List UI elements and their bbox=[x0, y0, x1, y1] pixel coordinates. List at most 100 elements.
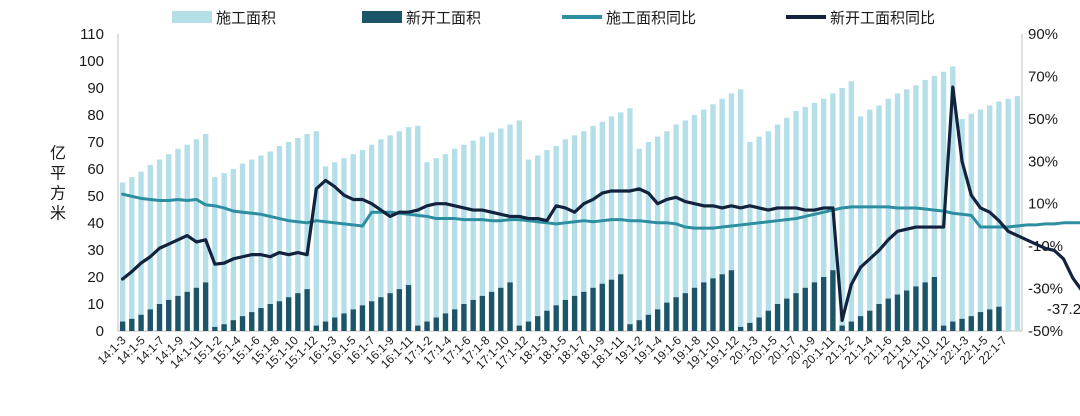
right-tick-label: 30% bbox=[1028, 153, 1058, 170]
new-starts-area-bar bbox=[119, 321, 126, 331]
construction-area-bar bbox=[867, 109, 873, 331]
new-starts-area-bar bbox=[848, 321, 855, 331]
new-starts-area-bar bbox=[562, 299, 569, 331]
construction-area-bar bbox=[147, 164, 153, 331]
new-starts-area-bar bbox=[682, 293, 688, 331]
left-tick-label: 20 bbox=[87, 269, 104, 286]
construction-area-bar bbox=[728, 93, 735, 332]
construction-area-bar bbox=[396, 131, 403, 331]
new-starts-area-bar bbox=[387, 293, 393, 331]
new-starts-area-bar bbox=[857, 316, 864, 331]
construction-area-bar bbox=[433, 158, 439, 331]
construction-area-bar bbox=[765, 131, 772, 331]
new-starts-area-bar bbox=[904, 290, 910, 331]
new-starts-area-bar bbox=[479, 295, 486, 331]
construction-area-bar bbox=[590, 125, 596, 331]
construction-area-bar bbox=[987, 105, 993, 331]
construction-area-bar bbox=[442, 154, 449, 331]
new-starts-area-bar bbox=[341, 313, 347, 331]
construction-area-bar bbox=[359, 150, 366, 331]
new-starts-area-bar bbox=[193, 287, 200, 331]
construction-area-bar bbox=[221, 173, 227, 331]
construction-area-bar bbox=[239, 163, 246, 331]
right-tick-label: 50% bbox=[1028, 111, 1058, 128]
construction-area-bar bbox=[885, 98, 891, 331]
construction-area-bar bbox=[839, 88, 845, 331]
new-starts-area-bar bbox=[378, 297, 384, 331]
new-starts-area-bar bbox=[571, 295, 578, 331]
new-starts-area-bar bbox=[719, 274, 725, 331]
new-starts-area-bar bbox=[968, 316, 974, 331]
legend-label: 施工面积 bbox=[216, 9, 276, 27]
new-starts-area-bar bbox=[415, 325, 421, 331]
new-starts-area-bar bbox=[359, 305, 366, 331]
new-starts-yoy-line bbox=[121, 85, 1080, 322]
construction-area-bar bbox=[1014, 96, 1021, 331]
construction-area-bar bbox=[230, 169, 236, 331]
new-starts-area-bar bbox=[424, 321, 430, 331]
new-starts-area-bar bbox=[774, 304, 781, 331]
construction-area-bar bbox=[415, 125, 421, 331]
chart-legend: 施工面积 新开工面积 施工面积同比 新开工面积同比 bbox=[172, 9, 935, 27]
construction-area-bar bbox=[608, 116, 615, 331]
new-starts-area-bar bbox=[987, 309, 993, 331]
construction-area-bar bbox=[212, 177, 218, 331]
new-starts-area-bar bbox=[258, 308, 264, 331]
construction-area-bar bbox=[488, 132, 495, 331]
bar-series bbox=[119, 66, 1021, 332]
legend-label: 新开工面积同比 bbox=[830, 9, 935, 27]
new-starts-area-bar bbox=[175, 295, 181, 331]
construction-area-bar bbox=[645, 142, 652, 331]
construction-area-bar bbox=[802, 106, 808, 332]
y-axis-label-char: 方 bbox=[50, 184, 66, 203]
left-tick-label: 100 bbox=[79, 53, 104, 70]
left-tick-label: 90 bbox=[87, 80, 104, 97]
new-starts-area-bar bbox=[664, 302, 670, 331]
left-tick-label: 110 bbox=[80, 26, 104, 43]
construction-area-bar bbox=[507, 124, 513, 331]
construction-area-bar bbox=[691, 115, 698, 331]
construction-area-bar bbox=[904, 89, 910, 331]
new-starts-area-bar bbox=[913, 286, 919, 331]
construction-area-bar bbox=[119, 182, 126, 331]
new-starts-area-bar bbox=[525, 321, 532, 331]
new-starts-area-bar bbox=[498, 287, 504, 331]
new-starts-area-bar bbox=[940, 325, 947, 331]
construction-area-bar bbox=[295, 137, 301, 331]
construction-area-bar bbox=[996, 101, 1002, 331]
construction-area-bar bbox=[636, 148, 642, 331]
new-starts-area-bar bbox=[885, 298, 891, 331]
new-starts-area-bar bbox=[516, 325, 522, 331]
construction-area-bar bbox=[876, 105, 882, 331]
new-starts-area-bar bbox=[461, 304, 467, 331]
construction-area-bar bbox=[922, 79, 928, 332]
construction-area-bar bbox=[535, 155, 541, 331]
y-axis-label-char: 平 bbox=[50, 164, 66, 183]
construction-area-bar bbox=[498, 128, 504, 331]
new-starts-area-bar bbox=[322, 321, 329, 331]
new-starts-area-bar bbox=[728, 270, 735, 331]
new-starts-area-bar bbox=[442, 313, 449, 331]
line-series bbox=[121, 85, 1080, 322]
new-starts-area-bar bbox=[304, 289, 310, 331]
new-starts-area-bar bbox=[608, 279, 615, 331]
construction-area-bar bbox=[202, 133, 209, 331]
construction-area-bar bbox=[664, 131, 670, 331]
new-starts-area-bar bbox=[977, 312, 984, 331]
construction-area-bar bbox=[156, 159, 163, 331]
legend-label: 新开工面积 bbox=[406, 9, 481, 27]
construction-area-bar bbox=[341, 158, 347, 331]
new-starts-area-bar bbox=[212, 326, 218, 331]
new-starts-area-bar bbox=[488, 291, 495, 331]
new-starts-area-bar bbox=[452, 309, 458, 331]
new-starts-area-bar bbox=[959, 318, 965, 331]
new-starts-area-bar bbox=[867, 310, 873, 331]
new-starts-area-bar bbox=[405, 285, 412, 331]
construction-area-bar bbox=[811, 102, 818, 331]
new-starts-area-bar bbox=[820, 277, 827, 331]
right-tick-label: 10% bbox=[1028, 196, 1058, 213]
new-starts-area-bar bbox=[202, 282, 209, 331]
new-starts-area-bar bbox=[599, 283, 605, 331]
legend-swatch-construction-area bbox=[172, 11, 212, 23]
construction-area-bar bbox=[313, 131, 320, 331]
